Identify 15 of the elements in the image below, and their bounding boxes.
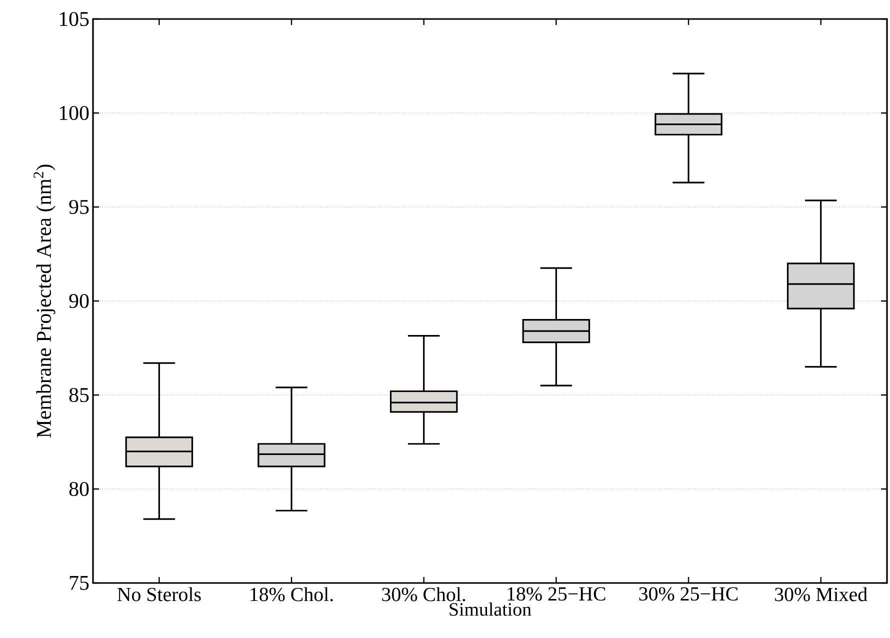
y-tick-label: 100 — [60, 106, 89, 120]
x-tick-label: 18% Chol. — [250, 587, 333, 602]
y-tick-label: 105 — [60, 12, 89, 26]
x-tick-label: 30% Chol. — [382, 587, 466, 602]
y-tick-label: 75 — [70, 576, 89, 590]
y-tick-label: 95 — [69, 200, 89, 214]
x-tick-label: 30% 25−HC — [639, 587, 738, 601]
y-tick-label: 90 — [69, 294, 89, 308]
y-axis-title: Membrane Projected Area (nm$^{2}$) — [34, 164, 56, 438]
x-tick-label: 18% 25−HC — [508, 587, 606, 601]
y-tick-label: 85 — [69, 388, 89, 402]
x-tick-label: 30% Mixed — [775, 587, 868, 602]
x-axis-title: Simulation — [450, 602, 532, 616]
x-tick-label: No Sterols — [117, 587, 201, 602]
y-tick-label: 80 — [69, 482, 89, 496]
